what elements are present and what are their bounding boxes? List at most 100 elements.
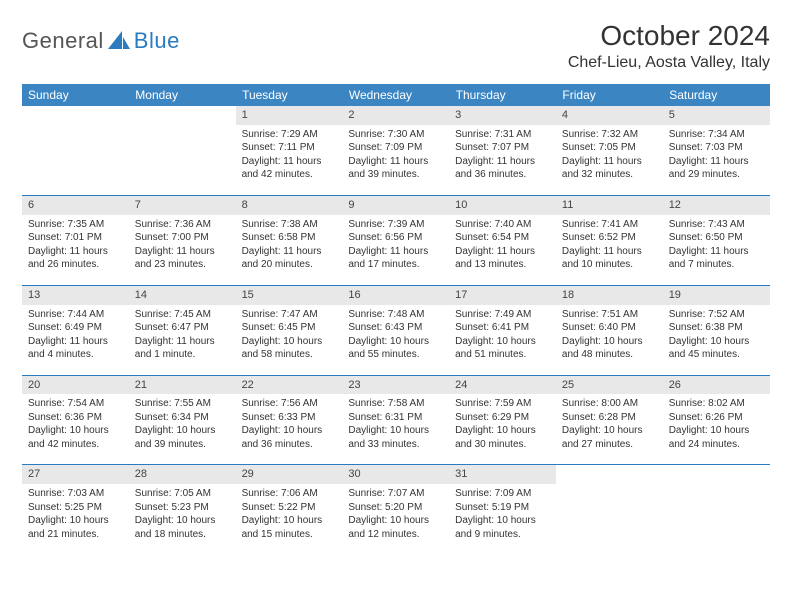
day-cell: 6Sunrise: 7:35 AMSunset: 7:01 PMDaylight… xyxy=(22,195,129,285)
day-line: and 15 minutes. xyxy=(242,528,337,542)
day-content: Sunrise: 7:36 AMSunset: 7:00 PMDaylight:… xyxy=(129,215,236,285)
day-line: Sunset: 6:56 PM xyxy=(348,231,443,245)
day-number: 23 xyxy=(342,376,449,395)
day-cell: 19Sunrise: 7:52 AMSunset: 6:38 PMDayligh… xyxy=(663,285,770,375)
day-content: Sunrise: 7:47 AMSunset: 6:45 PMDaylight:… xyxy=(236,305,343,375)
titles: October 2024 Chef-Lieu, Aosta Valley, It… xyxy=(568,20,770,72)
day-line: and 55 minutes. xyxy=(348,348,443,362)
day-number: 5 xyxy=(663,106,770,125)
day-line: and 13 minutes. xyxy=(455,258,550,272)
day-content: Sunrise: 7:44 AMSunset: 6:49 PMDaylight:… xyxy=(22,305,129,375)
day-number: 13 xyxy=(22,286,129,305)
day-cell: 2Sunrise: 7:30 AMSunset: 7:09 PMDaylight… xyxy=(342,106,449,195)
day-content: Sunrise: 8:02 AMSunset: 6:26 PMDaylight:… xyxy=(663,394,770,464)
day-line: Daylight: 10 hours xyxy=(135,514,230,528)
day-line: Sunset: 6:43 PM xyxy=(348,321,443,335)
day-line: Daylight: 11 hours xyxy=(135,335,230,349)
day-cell: 21Sunrise: 7:55 AMSunset: 6:34 PMDayligh… xyxy=(129,375,236,465)
day-cell: 24Sunrise: 7:59 AMSunset: 6:29 PMDayligh… xyxy=(449,375,556,465)
day-line: Daylight: 10 hours xyxy=(455,335,550,349)
week-row: 20Sunrise: 7:54 AMSunset: 6:36 PMDayligh… xyxy=(22,375,770,465)
day-line: and 12 minutes. xyxy=(348,528,443,542)
day-line: and 24 minutes. xyxy=(669,438,764,452)
day-line: and 51 minutes. xyxy=(455,348,550,362)
day-number: 29 xyxy=(236,465,343,484)
day-content: Sunrise: 7:06 AMSunset: 5:22 PMDaylight:… xyxy=(236,484,343,554)
day-line: and 7 minutes. xyxy=(669,258,764,272)
day-line: and 18 minutes. xyxy=(135,528,230,542)
day-line: Sunset: 6:49 PM xyxy=(28,321,123,335)
day-line: Sunrise: 7:55 AM xyxy=(135,397,230,411)
day-cell: 18Sunrise: 7:51 AMSunset: 6:40 PMDayligh… xyxy=(556,285,663,375)
day-cell: 30Sunrise: 7:07 AMSunset: 5:20 PMDayligh… xyxy=(342,465,449,554)
day-content: Sunrise: 7:45 AMSunset: 6:47 PMDaylight:… xyxy=(129,305,236,375)
day-line: and 10 minutes. xyxy=(562,258,657,272)
day-line: Daylight: 10 hours xyxy=(28,424,123,438)
day-content xyxy=(556,469,663,539)
day-cell: 25Sunrise: 8:00 AMSunset: 6:28 PMDayligh… xyxy=(556,375,663,465)
day-line: Sunset: 6:58 PM xyxy=(242,231,337,245)
day-number: 31 xyxy=(449,465,556,484)
day-line: Sunset: 6:45 PM xyxy=(242,321,337,335)
day-line: Sunrise: 7:38 AM xyxy=(242,218,337,232)
day-line: Sunset: 7:09 PM xyxy=(348,141,443,155)
day-content: Sunrise: 7:48 AMSunset: 6:43 PMDaylight:… xyxy=(342,305,449,375)
day-content: Sunrise: 7:59 AMSunset: 6:29 PMDaylight:… xyxy=(449,394,556,464)
day-line: Daylight: 11 hours xyxy=(135,245,230,259)
day-cell xyxy=(663,465,770,554)
day-line: Daylight: 11 hours xyxy=(455,245,550,259)
header: General Blue October 2024 Chef-Lieu, Aos… xyxy=(22,20,770,72)
week-row: 6Sunrise: 7:35 AMSunset: 7:01 PMDaylight… xyxy=(22,195,770,285)
day-cell: 14Sunrise: 7:45 AMSunset: 6:47 PMDayligh… xyxy=(129,285,236,375)
day-line: Sunset: 7:11 PM xyxy=(242,141,337,155)
day-line: Sunrise: 7:07 AM xyxy=(348,487,443,501)
day-line: Sunset: 5:25 PM xyxy=(28,501,123,515)
day-line: Sunset: 6:52 PM xyxy=(562,231,657,245)
day-content: Sunrise: 7:43 AMSunset: 6:50 PMDaylight:… xyxy=(663,215,770,285)
day-line: Sunset: 6:33 PM xyxy=(242,411,337,425)
day-number: 15 xyxy=(236,286,343,305)
day-content: Sunrise: 7:34 AMSunset: 7:03 PMDaylight:… xyxy=(663,125,770,195)
day-cell: 22Sunrise: 7:56 AMSunset: 6:33 PMDayligh… xyxy=(236,375,343,465)
day-line: Sunrise: 7:43 AM xyxy=(669,218,764,232)
day-line: and 36 minutes. xyxy=(242,438,337,452)
day-line: Daylight: 11 hours xyxy=(242,155,337,169)
day-number: 17 xyxy=(449,286,556,305)
day-line: Daylight: 10 hours xyxy=(348,514,443,528)
day-content: Sunrise: 7:40 AMSunset: 6:54 PMDaylight:… xyxy=(449,215,556,285)
day-cell: 20Sunrise: 7:54 AMSunset: 6:36 PMDayligh… xyxy=(22,375,129,465)
day-line: Sunset: 6:36 PM xyxy=(28,411,123,425)
day-cell: 3Sunrise: 7:31 AMSunset: 7:07 PMDaylight… xyxy=(449,106,556,195)
day-content: Sunrise: 7:56 AMSunset: 6:33 PMDaylight:… xyxy=(236,394,343,464)
day-cell: 27Sunrise: 7:03 AMSunset: 5:25 PMDayligh… xyxy=(22,465,129,554)
day-line: Daylight: 10 hours xyxy=(669,335,764,349)
day-line: Daylight: 10 hours xyxy=(348,424,443,438)
day-line: Daylight: 10 hours xyxy=(242,424,337,438)
day-line: and 39 minutes. xyxy=(348,168,443,182)
calendar-table: Sunday Monday Tuesday Wednesday Thursday… xyxy=(22,84,770,554)
day-line: and 42 minutes. xyxy=(28,438,123,452)
day-line: Sunrise: 7:49 AM xyxy=(455,308,550,322)
day-line: Daylight: 11 hours xyxy=(348,245,443,259)
day-line: Sunset: 6:26 PM xyxy=(669,411,764,425)
day-number: 20 xyxy=(22,376,129,395)
day-line: Sunrise: 7:41 AM xyxy=(562,218,657,232)
day-line: Daylight: 10 hours xyxy=(135,424,230,438)
day-number: 25 xyxy=(556,376,663,395)
day-cell xyxy=(129,106,236,195)
day-line: Sunset: 5:23 PM xyxy=(135,501,230,515)
day-line: Sunrise: 7:36 AM xyxy=(135,218,230,232)
day-line: Sunset: 5:19 PM xyxy=(455,501,550,515)
day-content: Sunrise: 7:58 AMSunset: 6:31 PMDaylight:… xyxy=(342,394,449,464)
day-cell: 12Sunrise: 7:43 AMSunset: 6:50 PMDayligh… xyxy=(663,195,770,285)
day-number: 18 xyxy=(556,286,663,305)
day-content: Sunrise: 7:05 AMSunset: 5:23 PMDaylight:… xyxy=(129,484,236,554)
day-content xyxy=(22,110,129,180)
day-content: Sunrise: 7:54 AMSunset: 6:36 PMDaylight:… xyxy=(22,394,129,464)
day-cell: 15Sunrise: 7:47 AMSunset: 6:45 PMDayligh… xyxy=(236,285,343,375)
day-number: 28 xyxy=(129,465,236,484)
day-cell: 28Sunrise: 7:05 AMSunset: 5:23 PMDayligh… xyxy=(129,465,236,554)
day-line: Sunrise: 7:34 AM xyxy=(669,128,764,142)
week-row: 27Sunrise: 7:03 AMSunset: 5:25 PMDayligh… xyxy=(22,465,770,554)
day-line: Sunset: 6:50 PM xyxy=(669,231,764,245)
